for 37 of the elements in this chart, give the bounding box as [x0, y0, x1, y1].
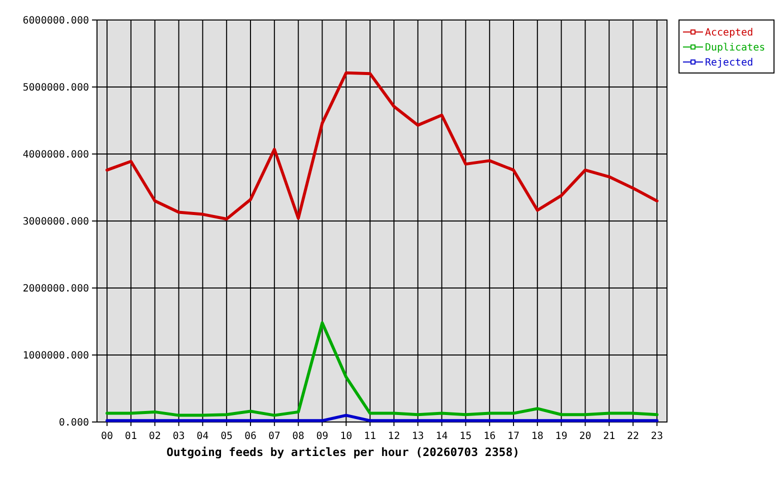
x-tick-label: 16 [484, 431, 496, 442]
x-tick-label: 20 [579, 431, 592, 442]
x-tick-label: 07 [268, 431, 280, 442]
x-tick-label: 05 [220, 431, 233, 442]
x-tick-label: 17 [507, 431, 520, 442]
x-tick-label: 13 [412, 431, 424, 442]
x-tick-label: 22 [627, 431, 640, 442]
x-tick-label: 18 [531, 431, 544, 442]
x-tick-label: 03 [172, 431, 185, 442]
line-series [106, 71, 658, 220]
x-tick-label: 02 [148, 431, 161, 442]
x-tick-label: 08 [292, 431, 304, 442]
y-tick-label: 3000000.000 [22, 216, 89, 228]
x-tick-label: 21 [603, 431, 616, 442]
x-tick-label: 11 [364, 431, 376, 442]
x-tick-label: 09 [316, 431, 328, 442]
x-tick-label: 06 [244, 431, 257, 442]
y-tick-label: 1000000.000 [22, 350, 89, 362]
x-tick-label: 00 [101, 431, 114, 442]
y-tick-label: 5000000.000 [22, 82, 89, 94]
legend-label: Rejected [705, 58, 754, 68]
y-tick-label: 0.000 [58, 418, 89, 428]
x-tick-label: 04 [196, 431, 209, 442]
x-tick-label: 19 [555, 431, 568, 442]
y-tick-label: 2000000.000 [22, 284, 89, 294]
legend-label: Duplicates [705, 42, 766, 54]
x-tick-label: 12 [388, 431, 400, 442]
y-tick-label: 6000000.000 [22, 16, 89, 26]
legend-label: Accepted [705, 28, 754, 38]
x-tick-label: 15 [460, 431, 472, 442]
x-tick-label: 14 [436, 431, 448, 442]
x-tick-label: 01 [124, 431, 137, 442]
y-tick-label: 4000000.000 [22, 150, 89, 160]
x-axis-title: Outgoing feeds by articles per hour (20260703 2358) [166, 445, 520, 459]
line-series [106, 321, 658, 417]
x-tick-label: 10 [340, 431, 352, 442]
x-tick-label: 23 [650, 431, 663, 442]
